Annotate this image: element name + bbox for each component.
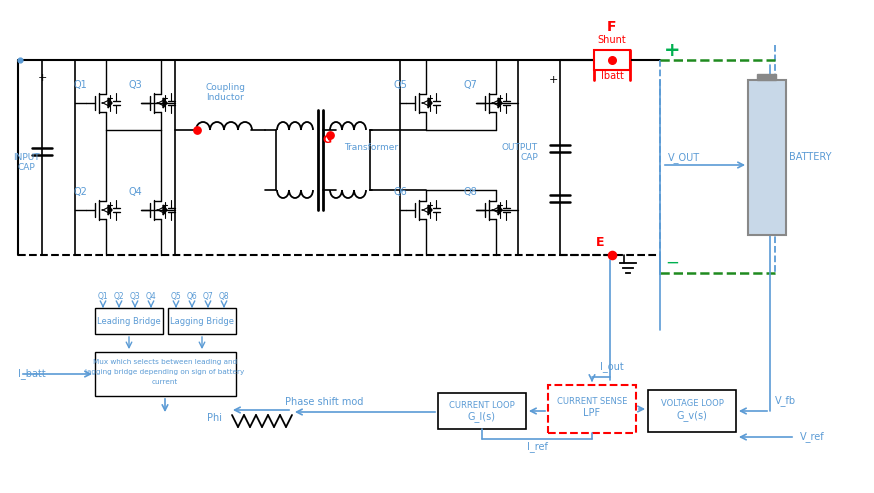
- Text: current: current: [152, 379, 178, 385]
- Bar: [548, 385, 636, 433]
- Text: +: +: [663, 40, 680, 60]
- Text: V_ref: V_ref: [800, 431, 825, 442]
- Text: Q3: Q3: [128, 80, 142, 90]
- Text: Inductor: Inductor: [206, 94, 244, 103]
- Text: Q7: Q7: [203, 291, 213, 301]
- Text: +: +: [549, 75, 558, 85]
- Point: [190, 126, 204, 134]
- Text: Ibatt: Ibatt: [600, 71, 623, 81]
- Bar: [748, 80, 786, 235]
- Text: Phi: Phi: [207, 413, 223, 423]
- Text: LPF: LPF: [584, 408, 600, 418]
- Text: Q7: Q7: [463, 80, 477, 90]
- Text: Coupling: Coupling: [205, 83, 245, 93]
- Polygon shape: [163, 98, 167, 108]
- Text: lagging bridge depending on sign of battery: lagging bridge depending on sign of batt…: [86, 369, 245, 375]
- Text: I_out: I_out: [600, 361, 624, 372]
- Polygon shape: [428, 205, 432, 215]
- Bar: [594, 50, 630, 70]
- Point: [605, 251, 619, 259]
- Text: CURRENT LOOP: CURRENT LOOP: [449, 400, 515, 410]
- Text: Shunt: Shunt: [598, 35, 627, 45]
- Text: G_I(s): G_I(s): [468, 412, 496, 423]
- Polygon shape: [163, 205, 167, 215]
- Text: BATTERY: BATTERY: [789, 152, 831, 162]
- Text: Q5: Q5: [393, 80, 407, 90]
- Text: G_v(s): G_v(s): [676, 411, 707, 422]
- Text: VOLTAGE LOOP: VOLTAGE LOOP: [661, 399, 724, 409]
- Text: Phase shift mod: Phase shift mod: [285, 397, 364, 407]
- Text: Q6: Q6: [187, 291, 198, 301]
- Text: Mux which selects between leading and: Mux which selects between leading and: [93, 359, 237, 365]
- Text: +: +: [38, 73, 46, 83]
- Text: V_OUT: V_OUT: [668, 152, 700, 164]
- Bar: [757, 74, 776, 80]
- Bar: [648, 390, 736, 432]
- Text: F: F: [607, 20, 617, 34]
- Text: Q3: Q3: [129, 291, 141, 301]
- Text: Transformer: Transformer: [344, 143, 399, 152]
- Text: E: E: [596, 237, 604, 249]
- Text: Q2: Q2: [114, 291, 124, 301]
- Bar: [168, 308, 236, 334]
- Text: Q1: Q1: [73, 80, 87, 90]
- Polygon shape: [108, 205, 112, 215]
- Text: V_fb: V_fb: [775, 395, 796, 406]
- Text: I_batt: I_batt: [18, 369, 45, 380]
- Text: G: G: [323, 135, 331, 145]
- Point: [13, 56, 27, 64]
- Point: [323, 131, 337, 139]
- Text: INPUT: INPUT: [13, 153, 39, 163]
- Point: [605, 56, 619, 64]
- Text: Q1: Q1: [98, 291, 108, 301]
- Bar: [438, 393, 526, 429]
- Text: CURRENT SENSE: CURRENT SENSE: [557, 396, 628, 406]
- Text: Q5: Q5: [170, 291, 182, 301]
- Text: Q8: Q8: [463, 187, 477, 197]
- Bar: [95, 308, 163, 334]
- Text: Leading Bridge: Leading Bridge: [97, 317, 161, 325]
- Polygon shape: [428, 98, 432, 108]
- Text: CAP: CAP: [17, 164, 35, 173]
- Text: Q4: Q4: [146, 291, 156, 301]
- Polygon shape: [498, 98, 502, 108]
- Polygon shape: [108, 98, 112, 108]
- Text: Lagging Bridge: Lagging Bridge: [170, 317, 234, 325]
- Polygon shape: [498, 205, 502, 215]
- Text: Q8: Q8: [218, 291, 229, 301]
- Text: I_ref: I_ref: [526, 442, 547, 453]
- Bar: [95, 352, 236, 396]
- Text: Q6: Q6: [393, 187, 407, 197]
- Text: Q4: Q4: [128, 187, 142, 197]
- Text: −: −: [665, 254, 679, 272]
- Text: Q2: Q2: [73, 187, 87, 197]
- Text: OUTPUT: OUTPUT: [502, 143, 538, 152]
- Text: CAP: CAP: [520, 153, 538, 163]
